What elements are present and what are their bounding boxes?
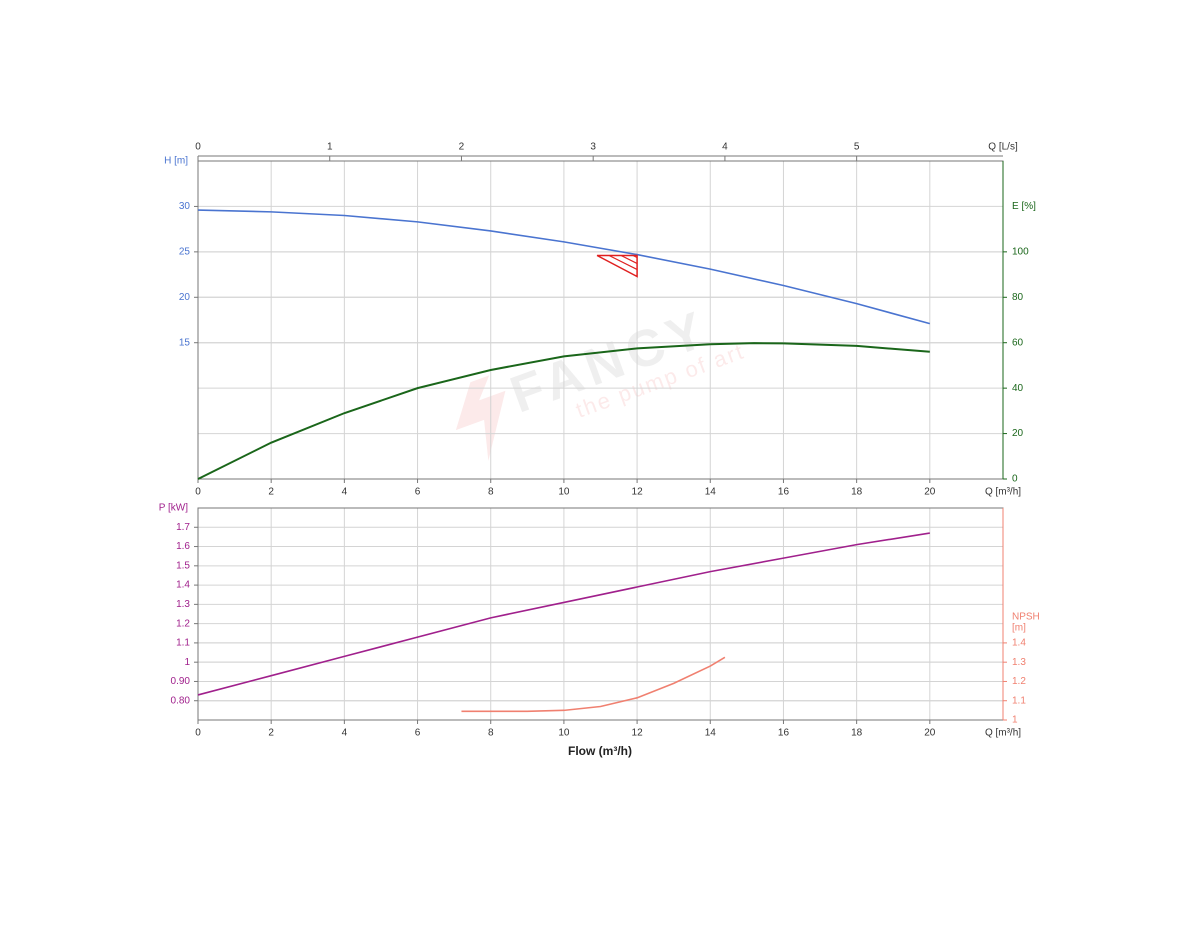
y2-tick-label: 40 <box>1012 383 1024 394</box>
y-axis-label: H [m] <box>164 156 188 167</box>
x-tick-label: 6 <box>415 728 421 739</box>
y-tick-label: 1.2 <box>176 618 190 629</box>
x-tick-label: 18 <box>851 728 863 739</box>
x-tick-label: 2 <box>268 728 274 739</box>
y-tick-label: 1.3 <box>176 599 190 610</box>
y2-tick-label: 1.1 <box>1012 695 1026 706</box>
y2-tick-label: 80 <box>1012 292 1024 303</box>
x-axis-title: Flow (m³/h) <box>568 744 632 758</box>
y2-tick-label: 60 <box>1012 337 1024 348</box>
x2-tick-label: 1 <box>327 142 333 153</box>
y-tick-label: 20 <box>179 292 191 303</box>
y-tick-label: 1.7 <box>176 522 190 533</box>
x2-tick-label: 2 <box>459 142 465 153</box>
y2-tick-label: 20 <box>1012 428 1024 439</box>
watermark-logo <box>455 375 506 461</box>
y2-tick-label: 100 <box>1012 246 1029 257</box>
x-axis-label: Q [m³/h] <box>985 728 1021 739</box>
x-tick-label: 2 <box>268 487 274 498</box>
y-tick-label: 30 <box>179 201 191 212</box>
y-tick-label: 0.90 <box>171 676 191 687</box>
y2-tick-label: 0 <box>1012 474 1018 485</box>
x-tick-label: 14 <box>705 487 717 498</box>
duty-hatch <box>620 254 638 265</box>
x-tick-label: 6 <box>415 487 421 498</box>
x-tick-label: 14 <box>705 728 717 739</box>
duty-hatch <box>632 254 638 259</box>
x-tick-label: 12 <box>632 728 644 739</box>
duty-point-group <box>596 254 638 278</box>
series-line <box>197 209 931 325</box>
y2-axis-label: [m] <box>1012 623 1026 634</box>
x-tick-label: 10 <box>558 487 570 498</box>
y-tick-label: 1.4 <box>176 580 190 591</box>
x2-tick-label: 0 <box>195 142 201 153</box>
y2-axis-label: NPSH <box>1012 612 1040 623</box>
x-tick-label: 10 <box>558 728 570 739</box>
x-tick-label: 20 <box>924 487 936 498</box>
y-tick-label: 25 <box>179 246 191 257</box>
y-tick-label: 0.80 <box>171 695 191 706</box>
x2-tick-label: 4 <box>722 142 728 153</box>
y-tick-label: 1.6 <box>176 541 190 552</box>
y-tick-label: 1.5 <box>176 560 190 571</box>
y-tick-label: 15 <box>179 337 191 348</box>
y-axis-label: P [kW] <box>159 503 188 514</box>
duty-hatch <box>608 254 638 271</box>
x-tick-label: 16 <box>778 728 790 739</box>
x-tick-label: 8 <box>488 728 494 739</box>
x-tick-label: 4 <box>342 487 348 498</box>
series-line <box>197 532 930 696</box>
y2-axis-label: E [%] <box>1012 201 1036 212</box>
x-tick-label: 16 <box>778 487 790 498</box>
y-tick-label: 1 <box>184 657 190 668</box>
y-tick-label: 1.1 <box>176 638 190 649</box>
y2-tick-label: 1.3 <box>1012 657 1026 668</box>
x-tick-label: 0 <box>195 728 201 739</box>
x-axis-label: Q [m³/h] <box>985 487 1021 498</box>
duty-point <box>596 254 638 278</box>
x-tick-label: 20 <box>924 728 936 739</box>
series-line <box>461 656 726 713</box>
x-tick-label: 0 <box>195 487 201 498</box>
x-tick-label: 4 <box>342 728 348 739</box>
series-line <box>197 342 930 480</box>
x-tick-label: 8 <box>488 487 494 498</box>
y2-tick-label: 1.4 <box>1012 638 1026 649</box>
plot-frame <box>197 160 1004 480</box>
x-tick-label: 12 <box>632 487 644 498</box>
y2-tick-label: 1 <box>1012 715 1018 726</box>
x2-axis-label: Q [L/s] <box>988 142 1018 153</box>
x-tick-label: 18 <box>851 487 863 498</box>
x2-tick-label: 5 <box>854 142 860 153</box>
x2-tick-label: 3 <box>590 142 596 153</box>
y2-tick-label: 1.2 <box>1012 676 1026 687</box>
